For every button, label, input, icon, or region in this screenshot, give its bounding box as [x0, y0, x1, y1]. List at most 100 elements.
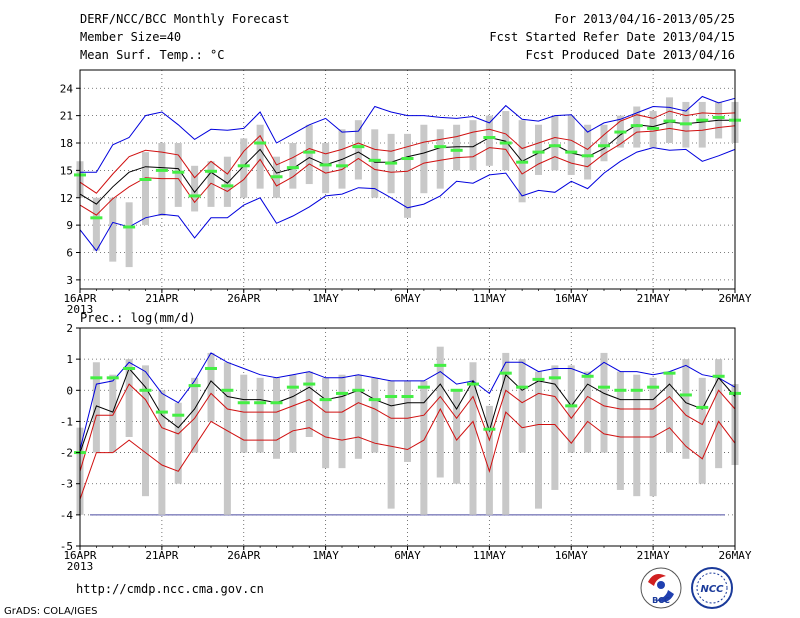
precip-panel-title: Prec.: log(mm/d): [80, 311, 196, 325]
temp-box-day-11: [256, 124, 264, 189]
temp-box-day-13: [289, 143, 297, 189]
prec-obs-day-25: [483, 427, 496, 431]
temp-obs-day-3: [123, 225, 136, 229]
temp-series-mean-spread: [79, 110, 736, 194]
grads-credit: GrADS: COLA/IGES: [4, 606, 98, 617]
temp-box-day-31: [584, 124, 592, 180]
prec-box-day-23: [453, 390, 461, 484]
prec-box-day-34: [633, 374, 641, 497]
prec-box-day-3: [125, 359, 133, 437]
prec-box-day-8: [207, 352, 215, 422]
prec-box-day-5: [158, 390, 166, 515]
prec-series-mean-spread-lower-: [79, 407, 736, 500]
prec-box-day-39: [715, 359, 723, 469]
source-url[interactable]: http://cmdp.ncc.cma.gov.cn: [76, 582, 264, 596]
prec-obs-day-29: [548, 376, 561, 380]
prec-obs-day-11: [254, 401, 267, 405]
prec-xtick-label: 1MAY: [312, 549, 339, 562]
temp-obs-day-30: [565, 150, 578, 154]
temp-box-day-20: [404, 133, 411, 218]
prec-obs-day-27: [516, 385, 529, 389]
variable-label: Mean Surf. Temp.: °C: [80, 48, 225, 62]
prec-obs-day-24: [467, 382, 479, 386]
temp-obs-day-31: [581, 154, 594, 158]
prec-box-day-36: [666, 371, 673, 453]
temp-obs-day-34: [630, 124, 643, 128]
prec-box-day-12: [273, 377, 280, 459]
prec-box-day-29: [551, 365, 559, 490]
temp-ytick-label: 9: [66, 219, 73, 232]
temp-box-day-2: [109, 197, 117, 262]
temp-obs-day-22: [434, 145, 447, 149]
bcc-logo-text: BCC: [652, 596, 670, 605]
prec-obs-day-19: [385, 395, 398, 399]
prec-xtick-label: 26APR: [227, 549, 260, 562]
prec-series-ensemble-mean: [79, 367, 736, 453]
temp-xtick-year: 2013: [67, 303, 94, 316]
temp-xtick-label: 6MAY: [394, 292, 421, 305]
temp-obs-day-17: [352, 145, 365, 149]
prec-box-day-31: [584, 371, 592, 453]
prec-obs-day-17: [352, 388, 365, 392]
prec-obs-day-9: [221, 388, 234, 392]
temp-obs-day-23: [450, 148, 463, 152]
temp-obs-day-1: [90, 216, 103, 220]
prec-box-day-15: [322, 377, 330, 469]
temp-obs-day-16: [336, 164, 348, 168]
temp-obs-day-4: [139, 178, 152, 181]
prec-box-day-24: [469, 362, 477, 515]
prec-box-day-25: [485, 405, 493, 515]
temp-ytick-label: 21: [60, 110, 73, 123]
temp-xtick-label: 26MAY: [718, 292, 751, 305]
prec-box-day-33: [616, 371, 624, 490]
prec-obs-day-34: [630, 388, 643, 392]
temp-xtick-label: 11MAY: [473, 292, 506, 305]
temp-ytick-label: 18: [60, 137, 73, 150]
temp-box-day-17: [354, 120, 362, 180]
temp-obs-day-7: [188, 194, 201, 198]
prec-box-day-4: [142, 365, 149, 497]
temp-xtick-label: 16MAY: [555, 292, 588, 305]
temp-ytick-label: 15: [60, 164, 73, 177]
prec-obs-day-36: [663, 371, 676, 375]
temp-obs-day-9: [221, 184, 234, 188]
temp-obs-day-37: [679, 122, 692, 126]
prec-obs-day-16: [336, 391, 348, 395]
temp-obs-day-25: [483, 136, 496, 140]
prec-obs-day-12: [270, 401, 283, 405]
prec-obs-day-38: [696, 405, 709, 409]
prec-box-day-27: [518, 359, 526, 453]
prec-box-day-22: [436, 346, 444, 478]
temp-xtick-label: 16APR: [63, 292, 96, 305]
prec-obs-day-32: [598, 385, 610, 389]
prec-box-day-38: [698, 377, 706, 484]
temp-box-day-22: [436, 129, 444, 189]
prec-xtick-year: 2013: [67, 560, 94, 573]
temp-obs-day-29: [548, 144, 561, 148]
prec-obs-day-5: [155, 410, 168, 414]
temp-obs-day-8: [205, 169, 217, 173]
prec-ytick-label: -5: [60, 540, 73, 553]
prec-box-day-14: [305, 371, 313, 437]
temp-ytick-label: 3: [66, 274, 73, 287]
prec-obs-day-33: [614, 388, 627, 392]
temp-xtick-label: 1MAY: [312, 292, 339, 305]
prec-box-day-28: [535, 371, 542, 509]
bcc-logo: BCC: [640, 567, 682, 609]
prec-xtick-label: 21APR: [145, 549, 178, 562]
prec-obs-day-2: [106, 376, 119, 380]
temp-box-day-3: [125, 202, 133, 268]
prec-obs-day-35: [647, 385, 660, 389]
temp-box-day-14: [305, 124, 313, 185]
prec-obs-day-18: [368, 398, 381, 402]
prec-box-day-10: [240, 374, 248, 453]
prec-box-day-32: [600, 352, 608, 453]
temp-obs-day-38: [696, 118, 709, 122]
prec-obs-day-22: [434, 363, 447, 367]
fcst-produced-date: Fcst Produced Date 2013/04/16: [525, 48, 735, 62]
temp-box-day-32: [600, 124, 608, 162]
ncc-logo-text: NCC: [700, 584, 724, 595]
prec-box-day-21: [420, 380, 428, 515]
